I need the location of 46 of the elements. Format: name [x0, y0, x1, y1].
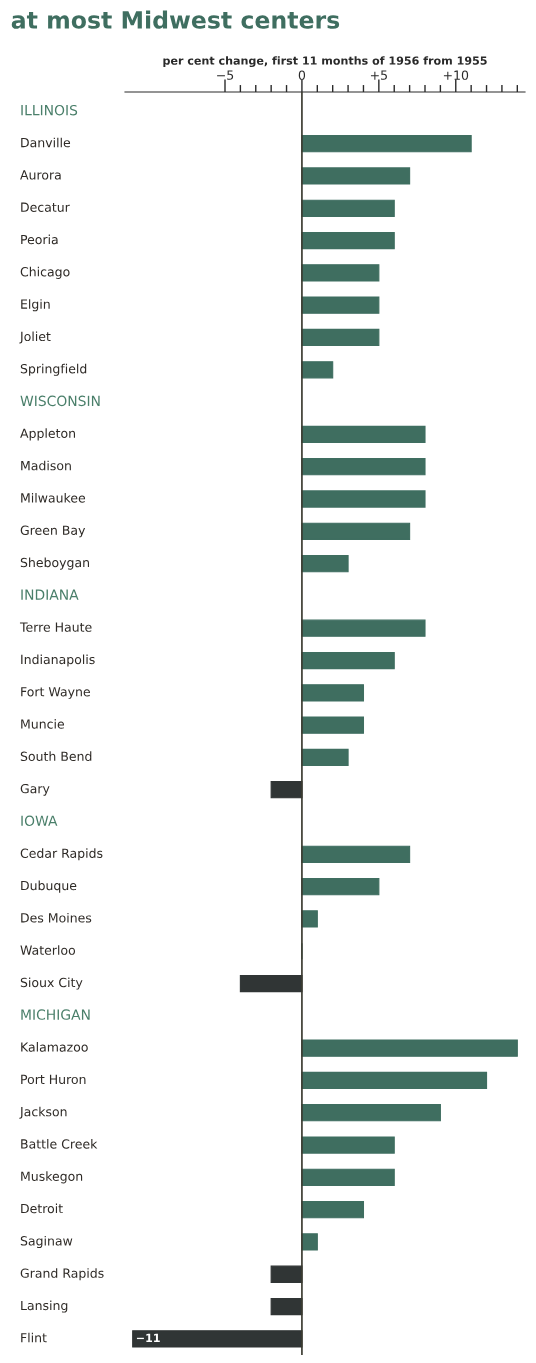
y-tick-label: Decatur: [21, 202, 70, 212]
y-tick-label: Fort Wayne: [21, 687, 90, 699]
y-tick-label: Danville: [21, 137, 71, 148]
y-tick-label: Terre Haute: [19, 622, 92, 632]
y-tick-label: Gary: [20, 783, 50, 796]
y-tick-label: Cedar Rapids: [20, 848, 103, 861]
x-tick-label: +5: [370, 70, 387, 80]
y-tick-label: Joliet: [19, 331, 51, 344]
y-tick-label: Springfield: [20, 363, 87, 376]
y-tick-label: Chicago: [20, 266, 70, 279]
y-tick-label: Green Bay: [20, 525, 86, 538]
y-tick-label: Sioux City: [20, 977, 83, 990]
y-tick-label: Milwaukee: [21, 492, 86, 503]
y-tick-label: Kalamazoo: [21, 1042, 88, 1052]
y-tick-label: Flint: [21, 1332, 47, 1343]
y-tick-label: Muncie: [21, 719, 64, 729]
y-tick-label: Peoria: [21, 234, 58, 245]
y-tick-label: Sheboygan: [20, 557, 89, 570]
y-tick-label: Aurora: [20, 170, 61, 180]
y-tick-label: IOWA: [21, 815, 58, 827]
x-tick-label: 0: [298, 70, 306, 80]
y-tick-label: ILLINOIS: [21, 104, 78, 116]
y-tick-label: Madison: [21, 460, 71, 471]
y-tick-label: MICHIGAN: [21, 1009, 90, 1020]
y-tick-label: Saginaw: [20, 1235, 73, 1248]
x-tick-label: −5: [217, 70, 234, 80]
y-tick-label: Elgin: [21, 299, 50, 312]
y-tick-label: Battle Creek: [21, 1138, 98, 1149]
y-tick-label: Jackson: [19, 1106, 67, 1119]
y-tick-label: Des Moines: [21, 912, 92, 923]
y-tick-label: Grand Rapids: [20, 1268, 104, 1281]
x-axis-title: per cent change, first 11 months of 1956 from 1955: [163, 56, 487, 68]
y-tick-label: Waterloo: [20, 945, 76, 955]
y-tick-label: INDIANA: [21, 589, 79, 600]
chart-title: at most Midwest centers: [11, 10, 340, 29]
y-tick-label: Lansing: [21, 1300, 68, 1313]
y-tick-label: Indianapolis: [21, 654, 95, 667]
y-tick-label: Muskegon: [21, 1171, 83, 1184]
y-tick-label: Dubuque: [21, 880, 77, 893]
y-tick-label: Appleton: [20, 428, 75, 441]
y-tick-label: South Bend: [20, 751, 92, 762]
y-tick-label: Detroit: [21, 1203, 63, 1214]
y-tick-label: WISCONSIN: [20, 395, 100, 407]
x-tick-label: +10: [443, 70, 469, 80]
data-label: −11: [136, 1333, 160, 1342]
y-tick-label: Port Huron: [21, 1074, 86, 1085]
